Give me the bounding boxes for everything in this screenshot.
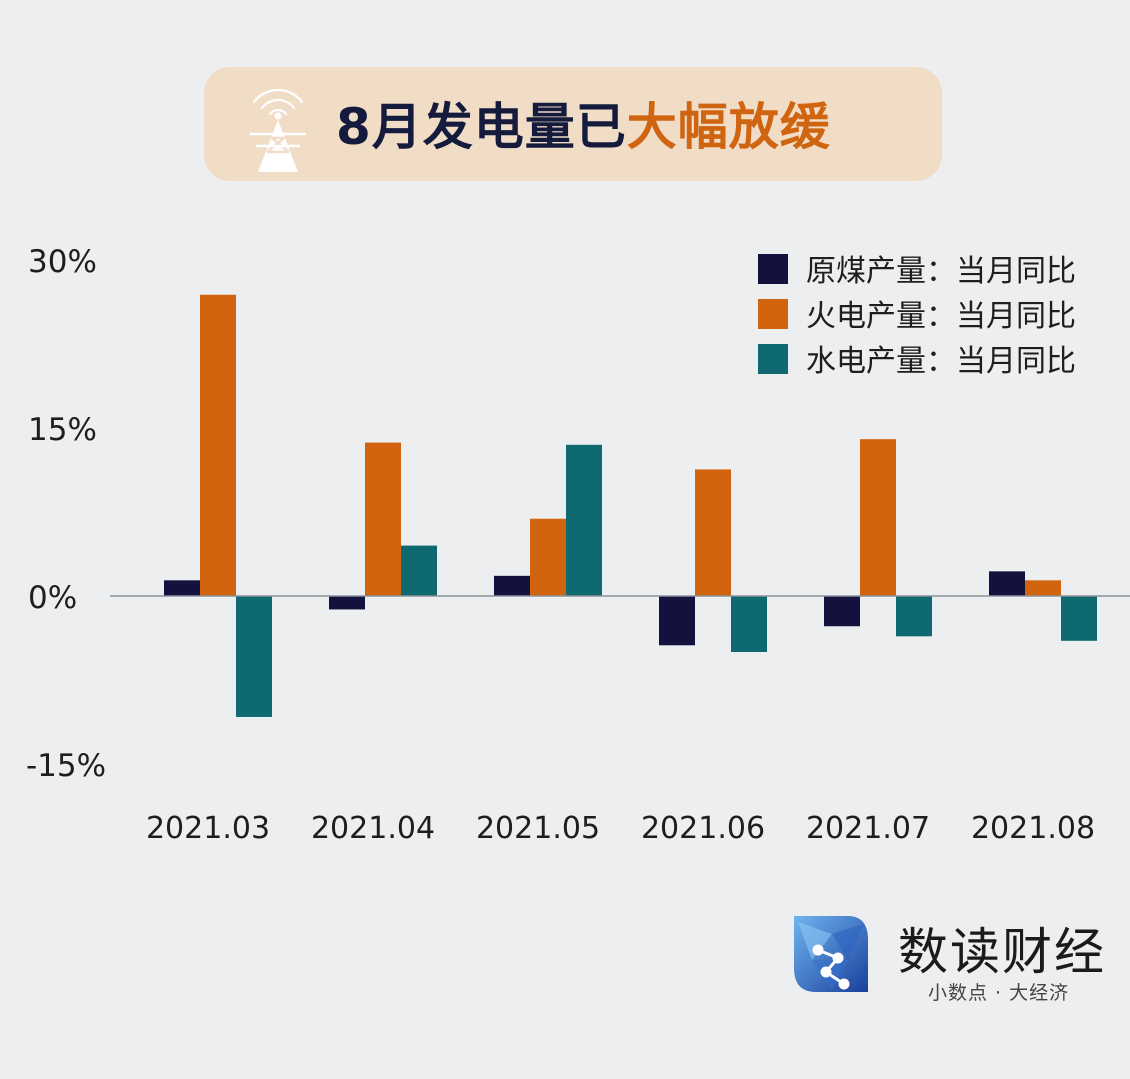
bar-2021.05-s1: [494, 575, 530, 596]
bar-2021.05-s2: [530, 518, 566, 596]
legend-swatch: [758, 344, 788, 374]
title-banner: [204, 67, 942, 181]
chart-title: 8月发电量已大幅放缓: [336, 84, 831, 170]
x-tick-label: 2021.05: [476, 811, 600, 846]
bar-2021.03-s1: [164, 580, 200, 596]
bar-2021.05-s3: [566, 444, 602, 596]
bar-2021.08-s3: [1061, 596, 1097, 641]
legend-swatch: [758, 299, 788, 329]
y-axis: 30% 15% 0% -15%: [26, 244, 106, 784]
bar-2021.06-s2: [695, 469, 731, 596]
y-tick-label: 15%: [28, 412, 97, 448]
legend-label: 原煤产量：当月同比: [806, 254, 1076, 289]
title-main: 8月发电量已: [336, 98, 627, 156]
brand-slogan: 小数点 · 大经济: [928, 982, 1070, 1004]
bar-2021.06-s1: [659, 596, 695, 646]
bar-2021.04-s2: [365, 442, 401, 596]
bar-2021.07-s1: [824, 596, 860, 627]
bar-2021.04-s1: [329, 596, 365, 610]
legend-swatch: [758, 254, 788, 284]
x-tick-label: 2021.08: [971, 811, 1095, 846]
x-tick-label: 2021.06: [641, 811, 765, 846]
x-axis: 2021.03 2021.04 2021.05 2021.06 2021.07 2021.…: [146, 811, 1095, 846]
x-tick-label: 2021.07: [806, 811, 930, 846]
x-tick-label: 2021.04: [311, 811, 435, 846]
bar-2021.04-s3: [401, 545, 437, 596]
x-tick-label: 2021.03: [146, 811, 270, 846]
bars-layer: [164, 294, 1097, 717]
bar-2021.08-s2: [1025, 580, 1061, 596]
bar-2021.03-s2: [200, 294, 236, 596]
y-tick-label: 0%: [28, 580, 77, 616]
bar-chart: 30%15%0%-15% 2021.03 2021.04 2021.05 2021.0…: [26, 244, 1130, 846]
y-tick-label: 30%: [28, 244, 97, 280]
legend-label: 水电产量：当月同比: [806, 344, 1076, 379]
title-highlight: 大幅放缓: [626, 98, 831, 156]
bar-2021.07-s3: [896, 596, 932, 637]
y-tick-label: -15%: [26, 748, 106, 784]
legend-label: 火电产量：当月同比: [806, 299, 1076, 334]
brand-logo-icon: [794, 916, 868, 992]
bar-2021.03-s3: [236, 596, 272, 717]
bar-2021.06-s3: [731, 596, 767, 652]
brand-name: 数读财经: [898, 923, 1106, 981]
bar-2021.08-s1: [989, 571, 1025, 596]
transmission-tower-icon: [250, 88, 306, 172]
bar-2021.07-s2: [860, 439, 896, 596]
